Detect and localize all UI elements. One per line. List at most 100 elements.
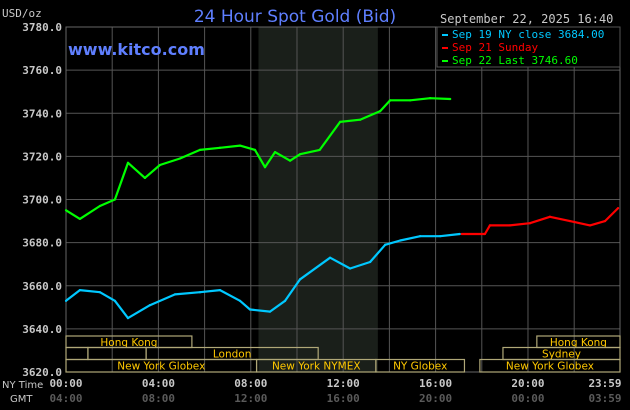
x-tick-label-ny: 20:00: [511, 377, 544, 390]
data-point: [78, 217, 81, 221]
data-point: [158, 163, 162, 167]
session-label: Hong Kong: [100, 337, 157, 349]
series-line-2: [65, 97, 451, 220]
session-box: New York Globex: [65, 358, 258, 373]
y-tick-label: 3780.0: [22, 21, 62, 34]
data-point: [238, 299, 242, 302]
x-tick-label-ny: 00:00: [49, 377, 82, 390]
data-point: [359, 118, 362, 121]
data-point: [283, 299, 287, 302]
data-point: [389, 99, 392, 102]
data-point: [508, 224, 511, 227]
data-point: [548, 215, 552, 218]
legend-swatch: [442, 34, 448, 36]
x-tick-label-ny: 16:00: [419, 377, 452, 390]
session-box: NY Globex: [375, 358, 466, 373]
data-point: [318, 148, 321, 152]
data-point: [379, 109, 382, 113]
data-point: [126, 161, 130, 164]
data-point: [429, 97, 432, 100]
data-point: [218, 288, 222, 292]
session-label: Hong Kong: [550, 337, 607, 349]
y-tick-label: 3740.0: [22, 107, 62, 120]
data-point: [268, 310, 272, 313]
data-point: [588, 224, 592, 227]
legend-box: [436, 26, 621, 68]
data-point: [218, 146, 222, 149]
data-point: [419, 235, 422, 238]
y-tick-label: 3760.0: [22, 64, 62, 77]
data-point: [298, 278, 302, 281]
data-point: [399, 239, 402, 242]
session-label: New York Globex: [506, 361, 594, 373]
watermark: www.kitco.com: [68, 40, 205, 59]
session-box: New York NYMEX: [255, 358, 377, 373]
data-point: [384, 243, 387, 246]
data-point: [488, 224, 491, 227]
legend-entry: Sep 22 Last 3746.60: [452, 54, 578, 67]
y-tick-label: 3680.0: [22, 237, 62, 250]
chart-title: 24 Hour Spot Gold (Bid): [194, 7, 396, 27]
x-tick-label-gmt: 20:00: [419, 392, 452, 405]
x-tick-label-ny: 12:00: [327, 377, 360, 390]
data-point: [173, 293, 177, 296]
data-point: [178, 157, 182, 160]
session-rect: [375, 358, 466, 373]
data-point: [439, 235, 442, 238]
y-tick-label: 3720.0: [22, 150, 62, 163]
data-point: [98, 291, 101, 294]
data-point: [273, 150, 277, 154]
data-point: [143, 176, 147, 180]
data-point: [248, 308, 252, 311]
x-tick-label-ny: 04:00: [142, 377, 175, 390]
session-rect: [479, 358, 621, 373]
x-tick-label-gmt: 03:59: [588, 392, 621, 405]
y-axis-unit: USD/oz: [2, 7, 42, 20]
data-point: [113, 299, 116, 302]
series-lines: [64, 97, 620, 320]
data-point: [98, 204, 101, 208]
data-point: [238, 144, 242, 147]
data-point: [329, 256, 332, 259]
data-point: [568, 219, 572, 223]
data-point: [253, 148, 257, 152]
legend-entry: Sep 21 Sunday: [452, 41, 538, 54]
y-tick-label: 3620.0: [22, 366, 62, 379]
data-point: [528, 222, 532, 225]
data-point: [449, 97, 452, 101]
axes: 3780.0 3760.0 3740.0 3720.0 3700.0 3680.0 3660…: [22, 21, 621, 405]
session-box: Sydney: [502, 346, 621, 361]
x-tick-label-gmt: 00:00: [511, 392, 544, 405]
series-line-0: [65, 232, 460, 320]
data-point: [263, 166, 267, 169]
y-tick-label: 3640.0: [22, 323, 62, 336]
session-label: New York NYMEX: [272, 361, 361, 373]
data-point: [78, 288, 81, 292]
session-label: New York Globex: [117, 361, 205, 373]
y-tick-label: 3700.0: [22, 194, 62, 207]
x-tick-label-ny: 23:59: [588, 377, 621, 390]
legend-swatch: [442, 47, 448, 49]
data-point: [288, 159, 292, 162]
legend-swatch: [442, 60, 448, 62]
data-point: [64, 209, 68, 212]
data-point: [409, 99, 412, 102]
x-tick-label-gmt: 16:00: [327, 392, 360, 405]
x-tick-label-gmt: 12:00: [234, 392, 267, 405]
session-box: [87, 346, 147, 361]
data-point: [603, 219, 607, 223]
grid: [65, 26, 621, 373]
data-point: [483, 232, 486, 236]
session-label: Sydney: [542, 349, 581, 361]
session-rect: [87, 346, 147, 361]
session-box: [65, 346, 89, 361]
data-point: [148, 304, 152, 307]
x-tick-label-ny: 08:00: [234, 377, 267, 390]
data-point: [198, 148, 202, 152]
session-label: NY Globex: [393, 361, 447, 373]
session-label: London: [213, 349, 252, 361]
y-tick-label: 3660.0: [22, 280, 62, 293]
data-point: [298, 153, 302, 156]
